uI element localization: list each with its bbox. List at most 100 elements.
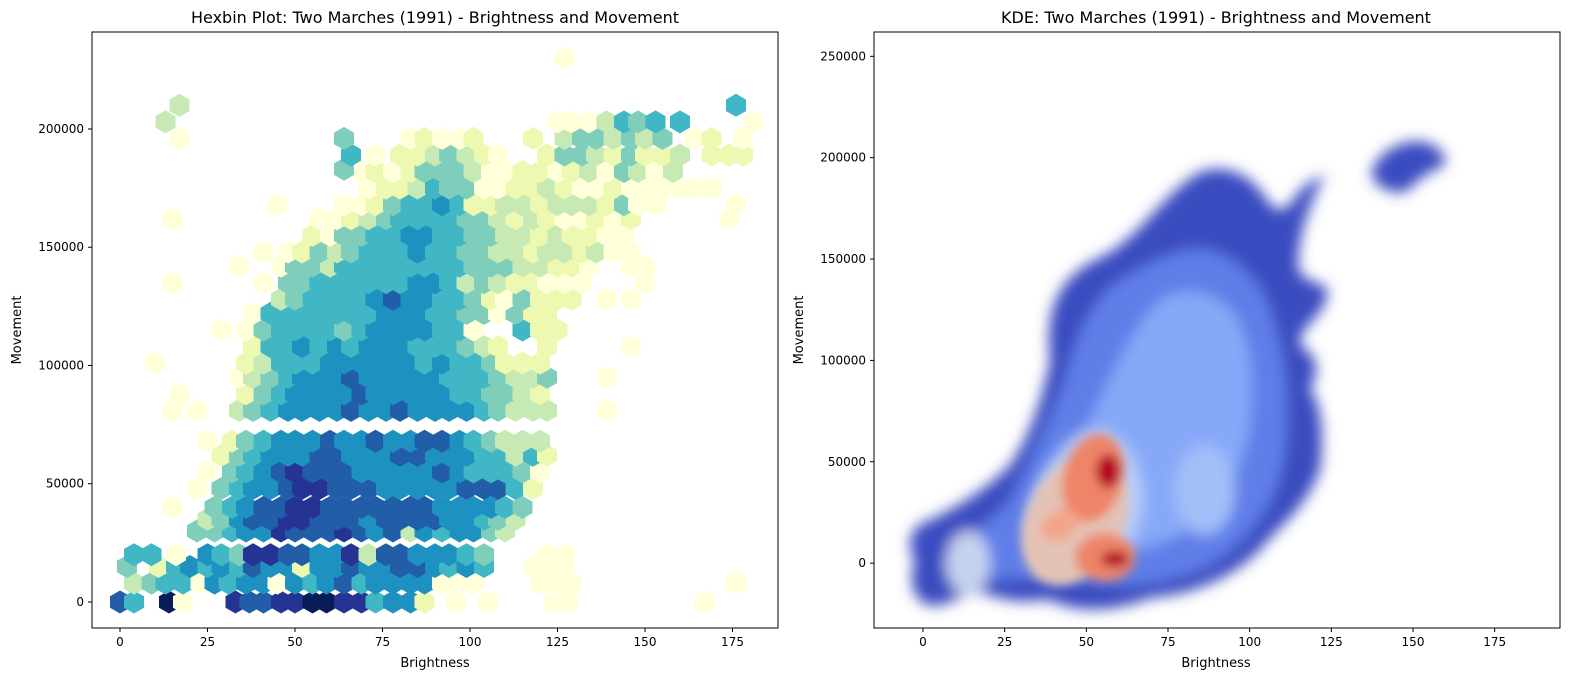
hexbin-cell <box>341 398 361 422</box>
hexbin-cell <box>162 207 183 231</box>
x-tick-label: 25 <box>997 635 1012 649</box>
hexbin-cell <box>414 590 435 614</box>
hexbin-cells <box>110 46 764 614</box>
hexbin-cell <box>414 460 435 484</box>
hexbin-cell <box>390 143 410 167</box>
hexbin-cell <box>407 398 428 422</box>
hexbin-cell <box>309 240 330 264</box>
hexbin-cell <box>390 176 410 200</box>
hexbin-cell <box>537 176 557 200</box>
hexbin-cell <box>334 460 354 484</box>
hexbin-cell <box>253 382 274 406</box>
hexbin-cell <box>187 477 207 500</box>
hexbin-cell <box>211 543 232 567</box>
hexbin-cell <box>253 318 274 342</box>
hexbin-cell <box>614 223 634 247</box>
hexbin-cell <box>554 126 575 150</box>
hexbin-cell <box>236 318 256 342</box>
hexbin-cell <box>537 543 557 567</box>
hexbin-cell <box>463 287 484 311</box>
hexbin-cell <box>211 318 232 342</box>
hexbin-cell <box>414 126 435 150</box>
hexbin-cell <box>316 571 337 595</box>
hexbin-cell <box>488 143 508 167</box>
hexbin-cell <box>603 240 624 264</box>
x-tick-label: 50 <box>1079 635 1094 649</box>
hexbin-cell <box>243 398 263 422</box>
hexbin-cell <box>432 193 452 217</box>
hexbin-cell <box>456 176 477 200</box>
hexbin-cell <box>439 143 459 167</box>
hexbin-cell <box>407 543 428 567</box>
hexbin-cell <box>155 110 176 134</box>
hexbin-cell <box>463 382 484 406</box>
hexbin-cell <box>652 176 673 200</box>
hexbin-cell <box>621 287 641 311</box>
hexbin-cell <box>383 160 403 183</box>
hexbin-cell <box>537 335 557 359</box>
hexbin-cell <box>390 543 410 567</box>
hexbin-cell <box>383 193 403 217</box>
hexbin-cell <box>579 193 599 217</box>
hexbin-cell <box>334 318 354 342</box>
hexbin-cell <box>432 429 452 453</box>
hexbin-cell <box>523 126 543 150</box>
hexbin-cell <box>173 571 193 595</box>
x-tick-label: 175 <box>1483 635 1506 649</box>
hexbin-cell <box>530 193 550 217</box>
hexbin-cell <box>432 460 452 484</box>
hexbin-cell <box>726 93 746 117</box>
hexbin-y-label: Movement <box>10 296 25 365</box>
hexbin-cell <box>635 254 655 278</box>
hexbin-cell <box>390 240 410 264</box>
hexbin-cell <box>537 398 557 422</box>
hexbin-cell <box>495 382 515 406</box>
hexbin-cell <box>302 318 323 342</box>
hexbin-cell <box>341 271 361 295</box>
hexbin-cell <box>743 110 764 134</box>
hexbin-cell <box>211 477 232 500</box>
hexbin-cell <box>253 429 274 453</box>
hexbin-cell <box>260 301 281 325</box>
hexbin-cell <box>456 240 477 264</box>
hexbin-cell <box>537 240 557 264</box>
hexbin-cell <box>260 335 281 359</box>
hexbin-cell <box>523 477 543 500</box>
hexbin-cell <box>488 398 508 422</box>
hexbin-cell <box>694 590 715 614</box>
hexbin-cell <box>285 429 305 453</box>
hexbin-cell <box>365 429 386 453</box>
hexbin-cell <box>432 382 452 406</box>
y-tick-label: 50000 <box>828 455 866 469</box>
hexbin-cell <box>488 335 508 359</box>
hexbin-axes-frame <box>91 31 779 629</box>
x-tick-label: 175 <box>721 635 744 649</box>
hexbin-cell <box>365 318 386 342</box>
hexbin-cell <box>285 351 305 375</box>
hexbin-cell <box>166 543 186 567</box>
hexbin-cell <box>603 126 624 150</box>
hexbin-cell <box>432 495 452 519</box>
kde-density <box>910 141 1445 610</box>
hexbin-cell <box>512 382 533 406</box>
hexbin-cell <box>463 571 484 595</box>
hexbin-cell <box>495 287 515 311</box>
hexbin-cell <box>439 543 459 567</box>
y-tick-label: 200000 <box>38 122 84 136</box>
hexbin-cell <box>383 287 403 311</box>
hexbin-cell <box>495 351 515 375</box>
hexbin-cell <box>253 271 274 295</box>
hexbin-cell <box>439 271 459 295</box>
hexbin-cell <box>432 126 452 150</box>
hexbin-cell <box>635 126 655 150</box>
hexbin-cell <box>456 271 477 295</box>
hexbin-title: Hexbin Plot: Two Marches (1991) - Bright… <box>191 8 679 27</box>
hexbin-cell <box>414 429 435 453</box>
hexbin-cell <box>488 271 508 295</box>
hexbin-cell <box>684 176 704 200</box>
hexbin-cell <box>463 223 484 247</box>
hexbin-cell <box>211 443 232 467</box>
hexbin-cell <box>145 351 165 375</box>
hexbin-cell <box>124 590 144 614</box>
hexbin-cell <box>197 460 218 484</box>
